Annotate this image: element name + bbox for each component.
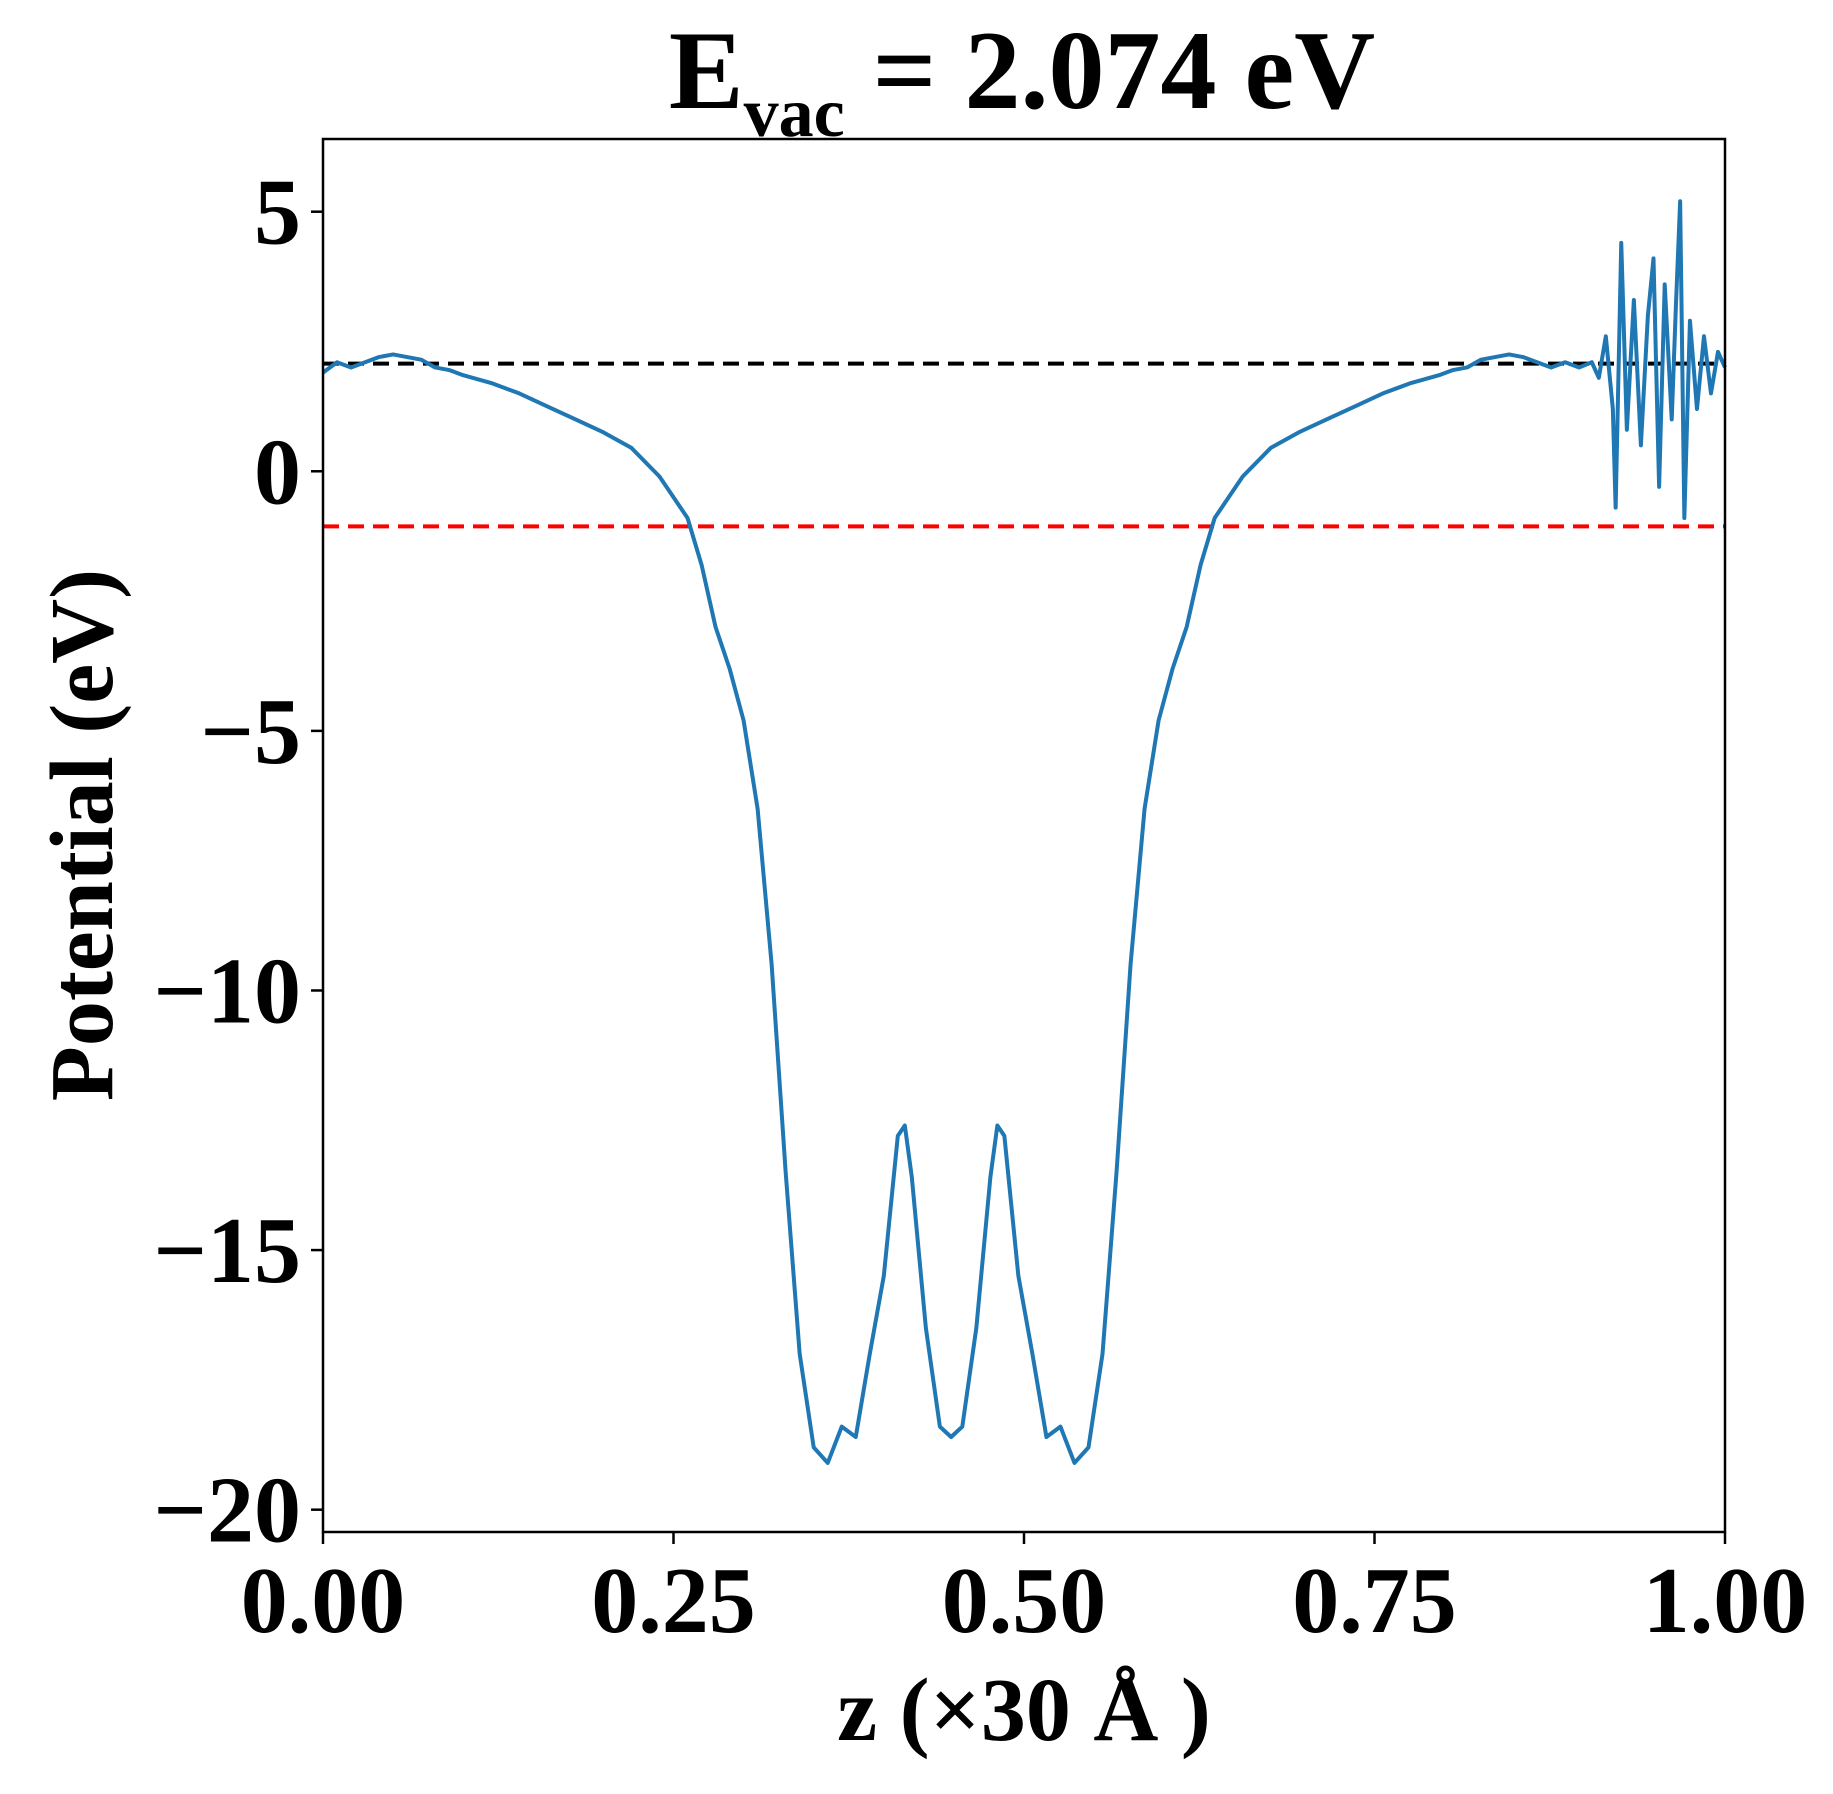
x-axis-label: z (×30 Å ) bbox=[837, 1661, 1211, 1760]
y-tick-label: 0 bbox=[254, 420, 301, 524]
y-tick-label: 5 bbox=[254, 161, 301, 265]
title-main: E bbox=[669, 9, 744, 133]
y-tick-label: −15 bbox=[153, 1199, 301, 1303]
y-tick-label: −10 bbox=[153, 939, 301, 1043]
x-tick-label: 0.75 bbox=[1292, 1549, 1457, 1653]
x-tick-label: 0.50 bbox=[942, 1549, 1107, 1653]
x-tick-label: 1.00 bbox=[1643, 1549, 1808, 1653]
y-axis-label: Potential (eV) bbox=[33, 569, 132, 1101]
data-line bbox=[321, 199, 1727, 1465]
y-tick-label: −5 bbox=[200, 680, 301, 784]
chart-title: Evac = 2.074 eV bbox=[669, 9, 1375, 152]
x-tick-label: 0.25 bbox=[591, 1549, 756, 1653]
y-tick-label: −20 bbox=[153, 1459, 301, 1563]
title-rest: = 2.074 eV bbox=[873, 9, 1375, 133]
title-sub: vac bbox=[744, 75, 845, 152]
x-tick-label: 0.00 bbox=[241, 1549, 406, 1653]
plot-frame bbox=[321, 137, 1727, 1534]
